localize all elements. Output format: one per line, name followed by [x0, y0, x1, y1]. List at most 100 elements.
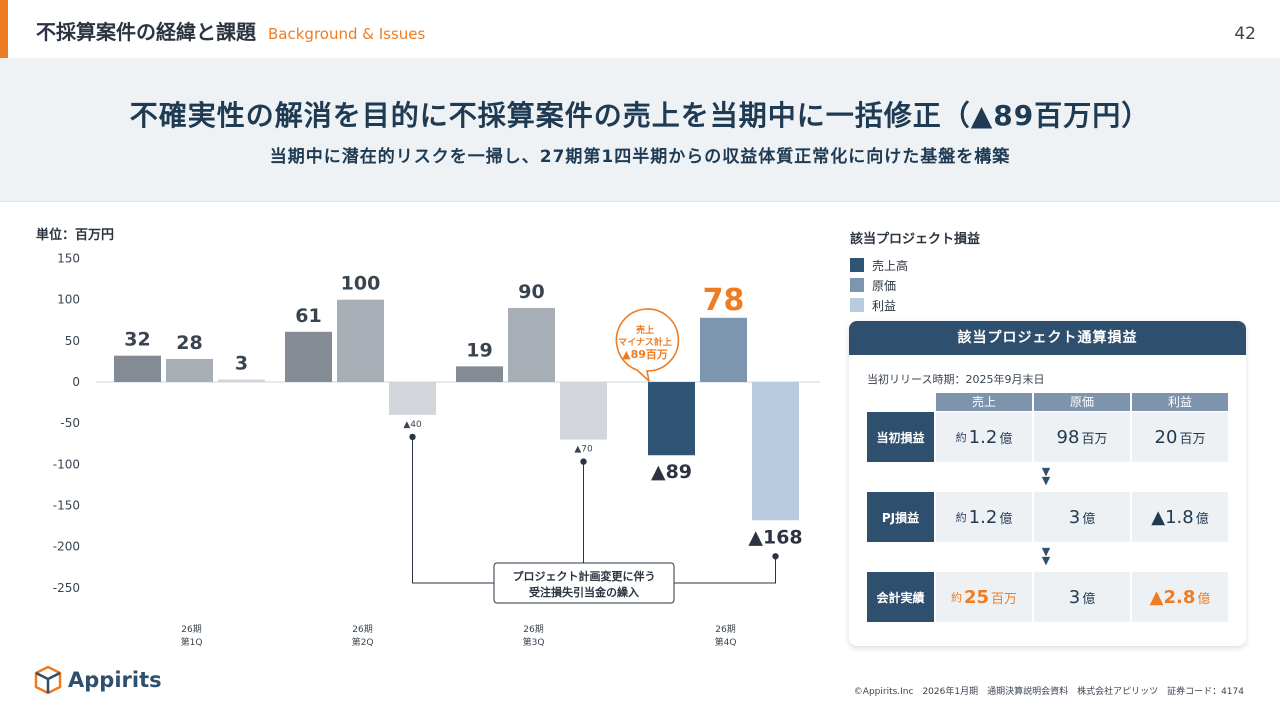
bar-sales	[285, 331, 332, 382]
legend-title: 該当プロジェクト損益	[850, 232, 981, 247]
cumulative-pl-panel: 該当プロジェクト通算損益 当初リリース時期：2025年9月末日 売上 原価 利益…	[849, 321, 1246, 646]
bar-profit	[218, 379, 265, 382]
headline-banner: 不確実性の解消を目的に不採算案件の売上を当期中に一括修正（▲89百万円） 当期中…	[0, 58, 1280, 202]
cell-unit: 億	[1195, 511, 1209, 527]
row-label-pj: PJ損益	[867, 492, 934, 542]
cell-value: 20	[1154, 426, 1178, 448]
y-tick-label: 0	[72, 375, 80, 389]
data-label: 61	[295, 305, 321, 327]
cell-pj-sales: 約 1.2 億	[936, 492, 1032, 542]
y-tick-label: 100	[57, 293, 80, 307]
y-tick-label: -150	[53, 498, 80, 512]
x-tick-label: 26期	[523, 624, 543, 635]
cell-prefix: 約	[955, 511, 967, 524]
connector-line	[674, 556, 776, 584]
chevron-down-icon: ▼ ▼	[1041, 545, 1051, 567]
callout-bubble	[615, 308, 680, 384]
cell-prefix: 約	[950, 591, 962, 604]
x-tick-label: 第2Q	[352, 636, 374, 648]
legend-item-cost: 原価	[850, 275, 980, 295]
data-label: 28	[176, 332, 202, 354]
cell-initial-cost: 98 百万	[1034, 412, 1130, 462]
legend-swatch-cost	[850, 278, 864, 292]
col-header-cost: 原価	[1034, 393, 1130, 411]
bar-profit	[389, 382, 436, 415]
y-tick-label: -50	[60, 416, 80, 430]
data-label: 3	[235, 353, 248, 375]
bar-cost	[508, 307, 555, 382]
annotation-text: プロジェクト計画変更に伴う	[513, 569, 656, 583]
page-number: 42	[1234, 24, 1256, 44]
cell-unit: 億	[1082, 591, 1096, 607]
annotation-text: 受注損失引当金の繰入	[529, 585, 639, 599]
headline-title: 不確実性の解消を目的に不採算案件の売上を当期中に一括修正（▲89百万円）	[129, 99, 1151, 132]
row-label-initial: 当初損益	[867, 412, 934, 462]
page-title-ja: 不採算案件の経緯と課題	[36, 20, 256, 44]
logo-text: Appirits	[68, 668, 162, 692]
release-date-text: 当初リリース時期：2025年9月末日	[867, 373, 1045, 386]
y-tick-label: -100	[53, 457, 80, 471]
bar-profit	[560, 382, 607, 440]
x-tick-label: 26期	[181, 624, 201, 635]
cell-prefix: 約	[955, 431, 967, 444]
bar-sales	[648, 382, 695, 456]
data-label: ▲168	[748, 526, 802, 548]
header-accent-bar	[0, 0, 8, 58]
cell-initial-profit: 20 百万	[1132, 412, 1228, 462]
annotation-box	[493, 562, 675, 604]
cell-value: 98	[1056, 426, 1080, 448]
cell-unit: 億	[999, 511, 1013, 527]
bar-sales	[456, 366, 503, 382]
y-tick-label: 50	[65, 334, 80, 348]
connector-dot	[409, 433, 416, 441]
cell-value: 3	[1068, 586, 1081, 608]
data-label: ▲89	[651, 461, 692, 483]
chart-unit-label: 単位：百万円	[36, 227, 114, 243]
y-tick-label: -250	[53, 581, 80, 595]
cell-unit: 億	[1082, 511, 1096, 527]
data-label: ▲70	[574, 445, 593, 455]
cell-value: 1.2	[968, 506, 998, 528]
data-label: 100	[341, 273, 381, 295]
data-label: ▲40	[403, 420, 422, 430]
company-logo: Appirits	[34, 665, 162, 695]
bar-profit	[752, 382, 799, 521]
cell-value: ▲1.8	[1151, 506, 1194, 528]
legend-label-profit: 利益	[872, 298, 897, 313]
bar-cost	[700, 317, 747, 382]
footer-text: ©Appirits.Inc 2026年1月期 通期決算説明会資料 株式会社アピリ…	[853, 687, 1244, 697]
page-title: 不採算案件の経緯と課題 Background & Issues	[36, 16, 425, 45]
connector-line	[412, 436, 494, 584]
panel-title: 該当プロジェクト通算損益	[849, 321, 1246, 355]
data-label: 32	[124, 329, 150, 351]
cell-actual-profit: ▲2.8 億	[1132, 572, 1228, 622]
callout-text: マイナス計上	[618, 336, 672, 348]
cell-value: 1.2	[968, 426, 998, 448]
legend-label-cost: 原価	[872, 278, 897, 293]
bar-sales	[114, 355, 161, 382]
cell-unit: 百万	[1179, 431, 1206, 447]
cell-unit: 百万	[1081, 431, 1108, 447]
data-label: 19	[466, 339, 492, 361]
page-title-en: Background & Issues	[268, 25, 426, 43]
col-header-sales: 売上	[936, 393, 1032, 411]
cell-initial-sales: 約 1.2 億	[936, 412, 1032, 462]
cell-unit: 百万	[991, 591, 1018, 607]
data-label: 78	[703, 283, 745, 318]
legend-swatch-sales	[850, 258, 864, 272]
col-header-profit: 利益	[1132, 393, 1228, 411]
cell-value: ▲2.8	[1149, 586, 1196, 608]
bar-cost	[166, 358, 213, 382]
y-tick-label: -200	[53, 540, 80, 554]
cell-actual-sales: 約 25 百万	[936, 572, 1032, 622]
cube-logo-icon	[34, 665, 62, 695]
x-tick-label: 26期	[352, 624, 372, 635]
chevron-down-icon: ▼ ▼	[1041, 465, 1051, 487]
quarterly-profit-chart: 単位：百万円 150 100 50 0 -50 -100 -150 -200 -250 26期第1Q…	[36, 227, 820, 648]
cell-unit: 億	[1197, 591, 1211, 607]
x-tick-label: 第4Q	[715, 636, 737, 648]
x-tick-label: 26期	[715, 624, 735, 635]
legend-label-sales: 売上高	[872, 258, 909, 273]
